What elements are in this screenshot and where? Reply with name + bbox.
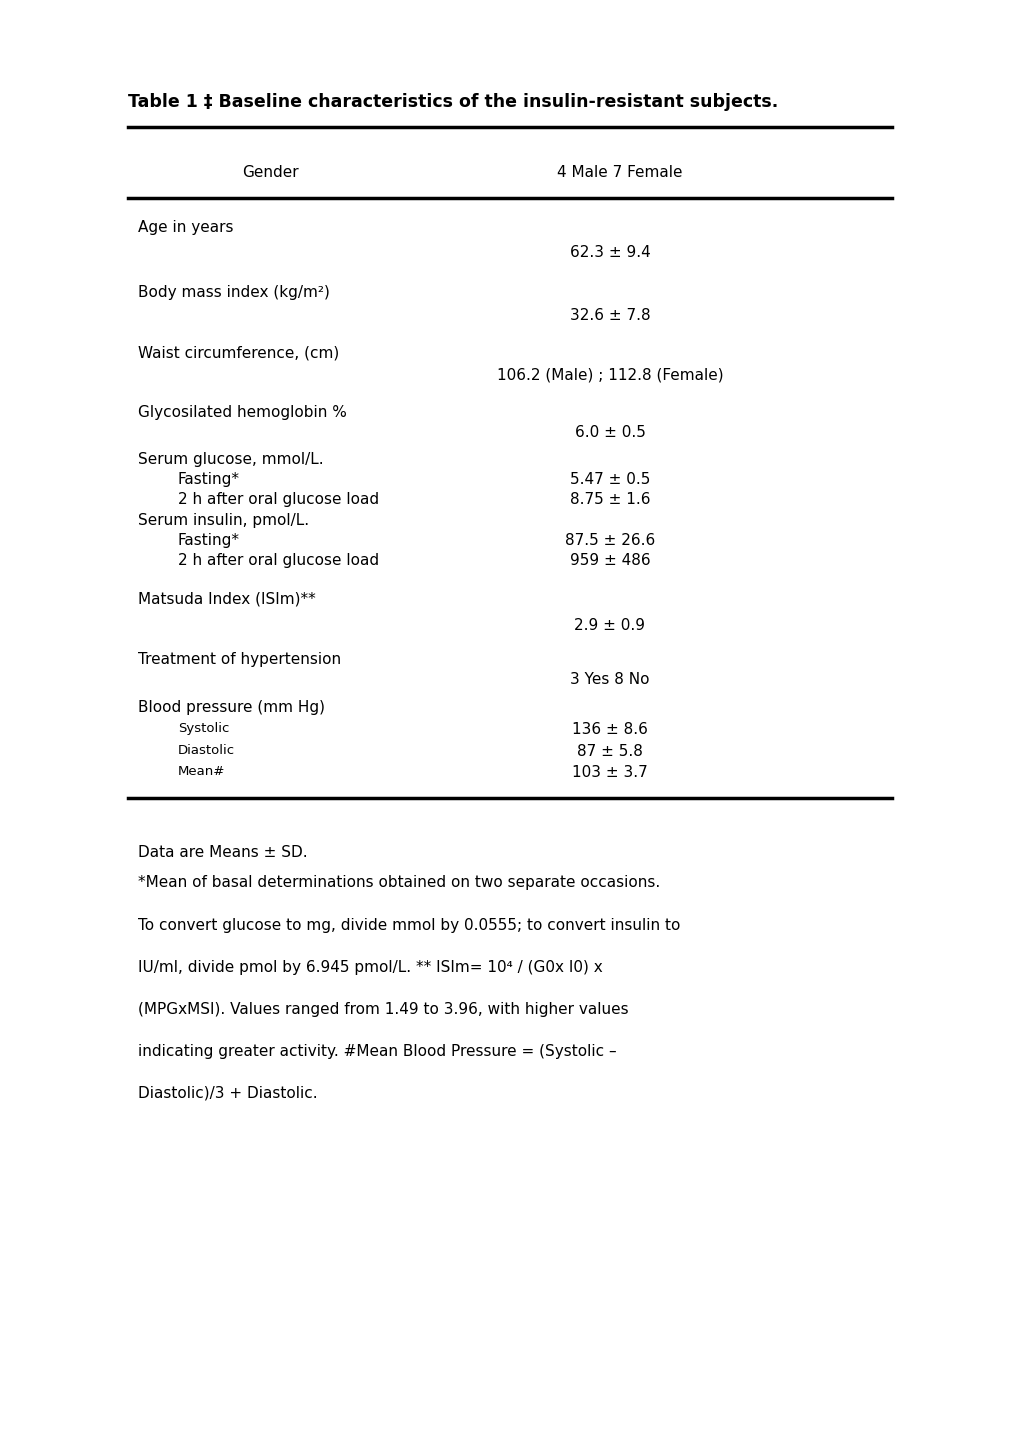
Text: indicating greater activity. #Mean Blood Pressure = (Systolic –: indicating greater activity. #Mean Blood… (138, 1043, 616, 1059)
Text: Gender: Gender (242, 165, 298, 180)
Text: 32.6 ± 7.8: 32.6 ± 7.8 (570, 307, 650, 323)
Text: Body mass index (kg/m²): Body mass index (kg/m²) (138, 286, 329, 300)
Text: Diastolic: Diastolic (178, 745, 235, 758)
Text: Serum glucose, mmol/L.: Serum glucose, mmol/L. (138, 452, 323, 468)
Text: 87.5 ± 26.6: 87.5 ± 26.6 (565, 532, 654, 548)
Text: 4 Male 7 Female: 4 Male 7 Female (556, 165, 682, 180)
Text: Serum insulin, pmol/L.: Serum insulin, pmol/L. (138, 514, 309, 528)
Text: Data are Means ± SD.: Data are Means ± SD. (138, 846, 308, 860)
Text: Table 1 ‡ Baseline characteristics of the insulin-resistant subjects.: Table 1 ‡ Baseline characteristics of th… (127, 92, 777, 111)
Text: Matsuda Index (ISIm)**: Matsuda Index (ISIm)** (138, 592, 316, 608)
Text: Fasting*: Fasting* (178, 472, 239, 486)
Text: 2 h after oral glucose load: 2 h after oral glucose load (178, 492, 379, 506)
Text: To convert glucose to mg, divide mmol by 0.0555; to convert insulin to: To convert glucose to mg, divide mmol by… (138, 918, 680, 934)
Text: Waist circumference, (cm): Waist circumference, (cm) (138, 345, 339, 359)
Text: Systolic: Systolic (178, 722, 229, 734)
Text: Blood pressure (mm Hg): Blood pressure (mm Hg) (138, 700, 325, 714)
Text: 6.0 ± 0.5: 6.0 ± 0.5 (574, 426, 645, 440)
Text: Diastolic)/3 + Diastolic.: Diastolic)/3 + Diastolic. (138, 1087, 317, 1101)
Text: 5.47 ± 0.5: 5.47 ± 0.5 (570, 472, 649, 486)
Text: 959 ± 486: 959 ± 486 (570, 553, 650, 569)
Text: 2 h after oral glucose load: 2 h after oral glucose load (178, 553, 379, 569)
Text: *Mean of basal determinations obtained on two separate occasions.: *Mean of basal determinations obtained o… (138, 874, 659, 890)
Text: IU/ml, divide pmol by 6.945 pmol/L. ** ISIm= 10⁴ / (G0x I0) x: IU/ml, divide pmol by 6.945 pmol/L. ** I… (138, 960, 602, 975)
Text: Glycosilated hemoglobin %: Glycosilated hemoglobin % (138, 405, 346, 420)
Text: 136 ± 8.6: 136 ± 8.6 (572, 722, 647, 737)
Text: 106.2 (Male) ; 112.8 (Female): 106.2 (Male) ; 112.8 (Female) (496, 368, 722, 382)
Text: 3 Yes 8 No: 3 Yes 8 No (570, 672, 649, 687)
Text: 87 ± 5.8: 87 ± 5.8 (577, 745, 642, 759)
Text: 103 ± 3.7: 103 ± 3.7 (572, 765, 647, 781)
Text: 8.75 ± 1.6: 8.75 ± 1.6 (570, 492, 650, 506)
Text: Mean#: Mean# (178, 765, 225, 778)
Text: Age in years: Age in years (138, 219, 233, 235)
Text: Fasting*: Fasting* (178, 532, 239, 548)
Text: Treatment of hypertension: Treatment of hypertension (138, 652, 340, 667)
Text: 62.3 ± 9.4: 62.3 ± 9.4 (569, 245, 650, 260)
Text: 2.9 ± 0.9: 2.9 ± 0.9 (574, 618, 645, 633)
Text: (MPGxMSI). Values ranged from 1.49 to 3.96, with higher values: (MPGxMSI). Values ranged from 1.49 to 3.… (138, 1001, 628, 1017)
